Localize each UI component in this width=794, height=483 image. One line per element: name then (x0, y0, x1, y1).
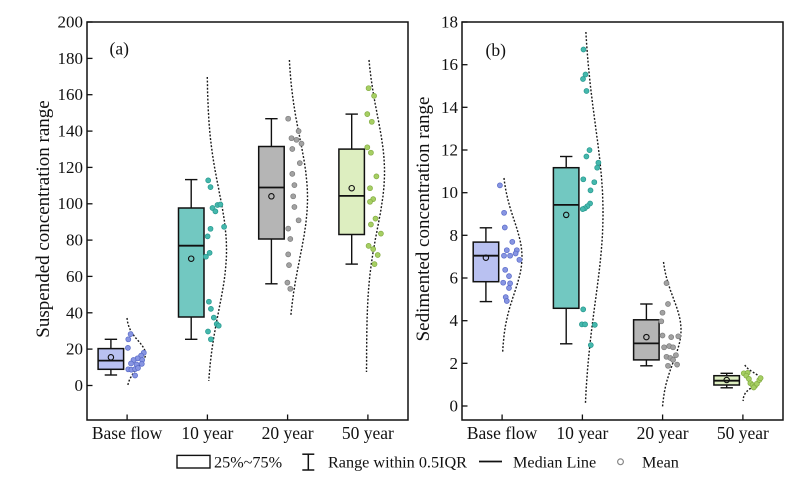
svg-text:0: 0 (75, 376, 84, 395)
svg-text:18: 18 (441, 13, 458, 32)
svg-text:Median Line: Median Line (513, 454, 596, 472)
svg-text:4: 4 (450, 311, 459, 330)
svg-text:16: 16 (441, 55, 458, 74)
svg-text:Base flow: Base flow (92, 423, 163, 443)
svg-text:2: 2 (450, 354, 459, 373)
svg-text:10 year: 10 year (556, 423, 608, 443)
svg-text:8: 8 (450, 226, 459, 245)
svg-text:Sedimented concentration range: Sedimented concentration range (413, 97, 434, 342)
svg-text:140: 140 (58, 122, 84, 141)
svg-text:50 year: 50 year (717, 423, 769, 443)
svg-text:Suspended concentration range: Suspended concentration range (33, 100, 54, 337)
svg-text:Mean: Mean (642, 454, 679, 472)
svg-text:(b): (b) (486, 40, 507, 60)
svg-text:12: 12 (441, 141, 458, 160)
svg-text:40: 40 (66, 303, 83, 322)
svg-text:(a): (a) (110, 38, 130, 58)
svg-text:160: 160 (58, 85, 84, 104)
svg-text:50 year: 50 year (342, 423, 394, 443)
svg-text:200: 200 (58, 13, 84, 32)
svg-text:6: 6 (450, 269, 459, 288)
svg-text:120: 120 (58, 158, 84, 177)
svg-text:80: 80 (66, 231, 83, 250)
svg-text:100: 100 (58, 194, 84, 213)
svg-text:Base flow: Base flow (467, 423, 538, 443)
svg-text:60: 60 (66, 267, 83, 286)
svg-text:20 year: 20 year (262, 423, 314, 443)
svg-text:10: 10 (441, 183, 458, 202)
svg-text:10 year: 10 year (181, 423, 233, 443)
svg-text:14: 14 (441, 98, 459, 117)
svg-text:0: 0 (450, 397, 459, 416)
svg-text:20: 20 (66, 340, 83, 359)
svg-text:20 year: 20 year (637, 423, 689, 443)
svg-text:180: 180 (58, 49, 84, 68)
svg-text:Range within 0.5IQR: Range within 0.5IQR (328, 454, 467, 472)
svg-text:25%~75%: 25%~75% (214, 454, 282, 472)
